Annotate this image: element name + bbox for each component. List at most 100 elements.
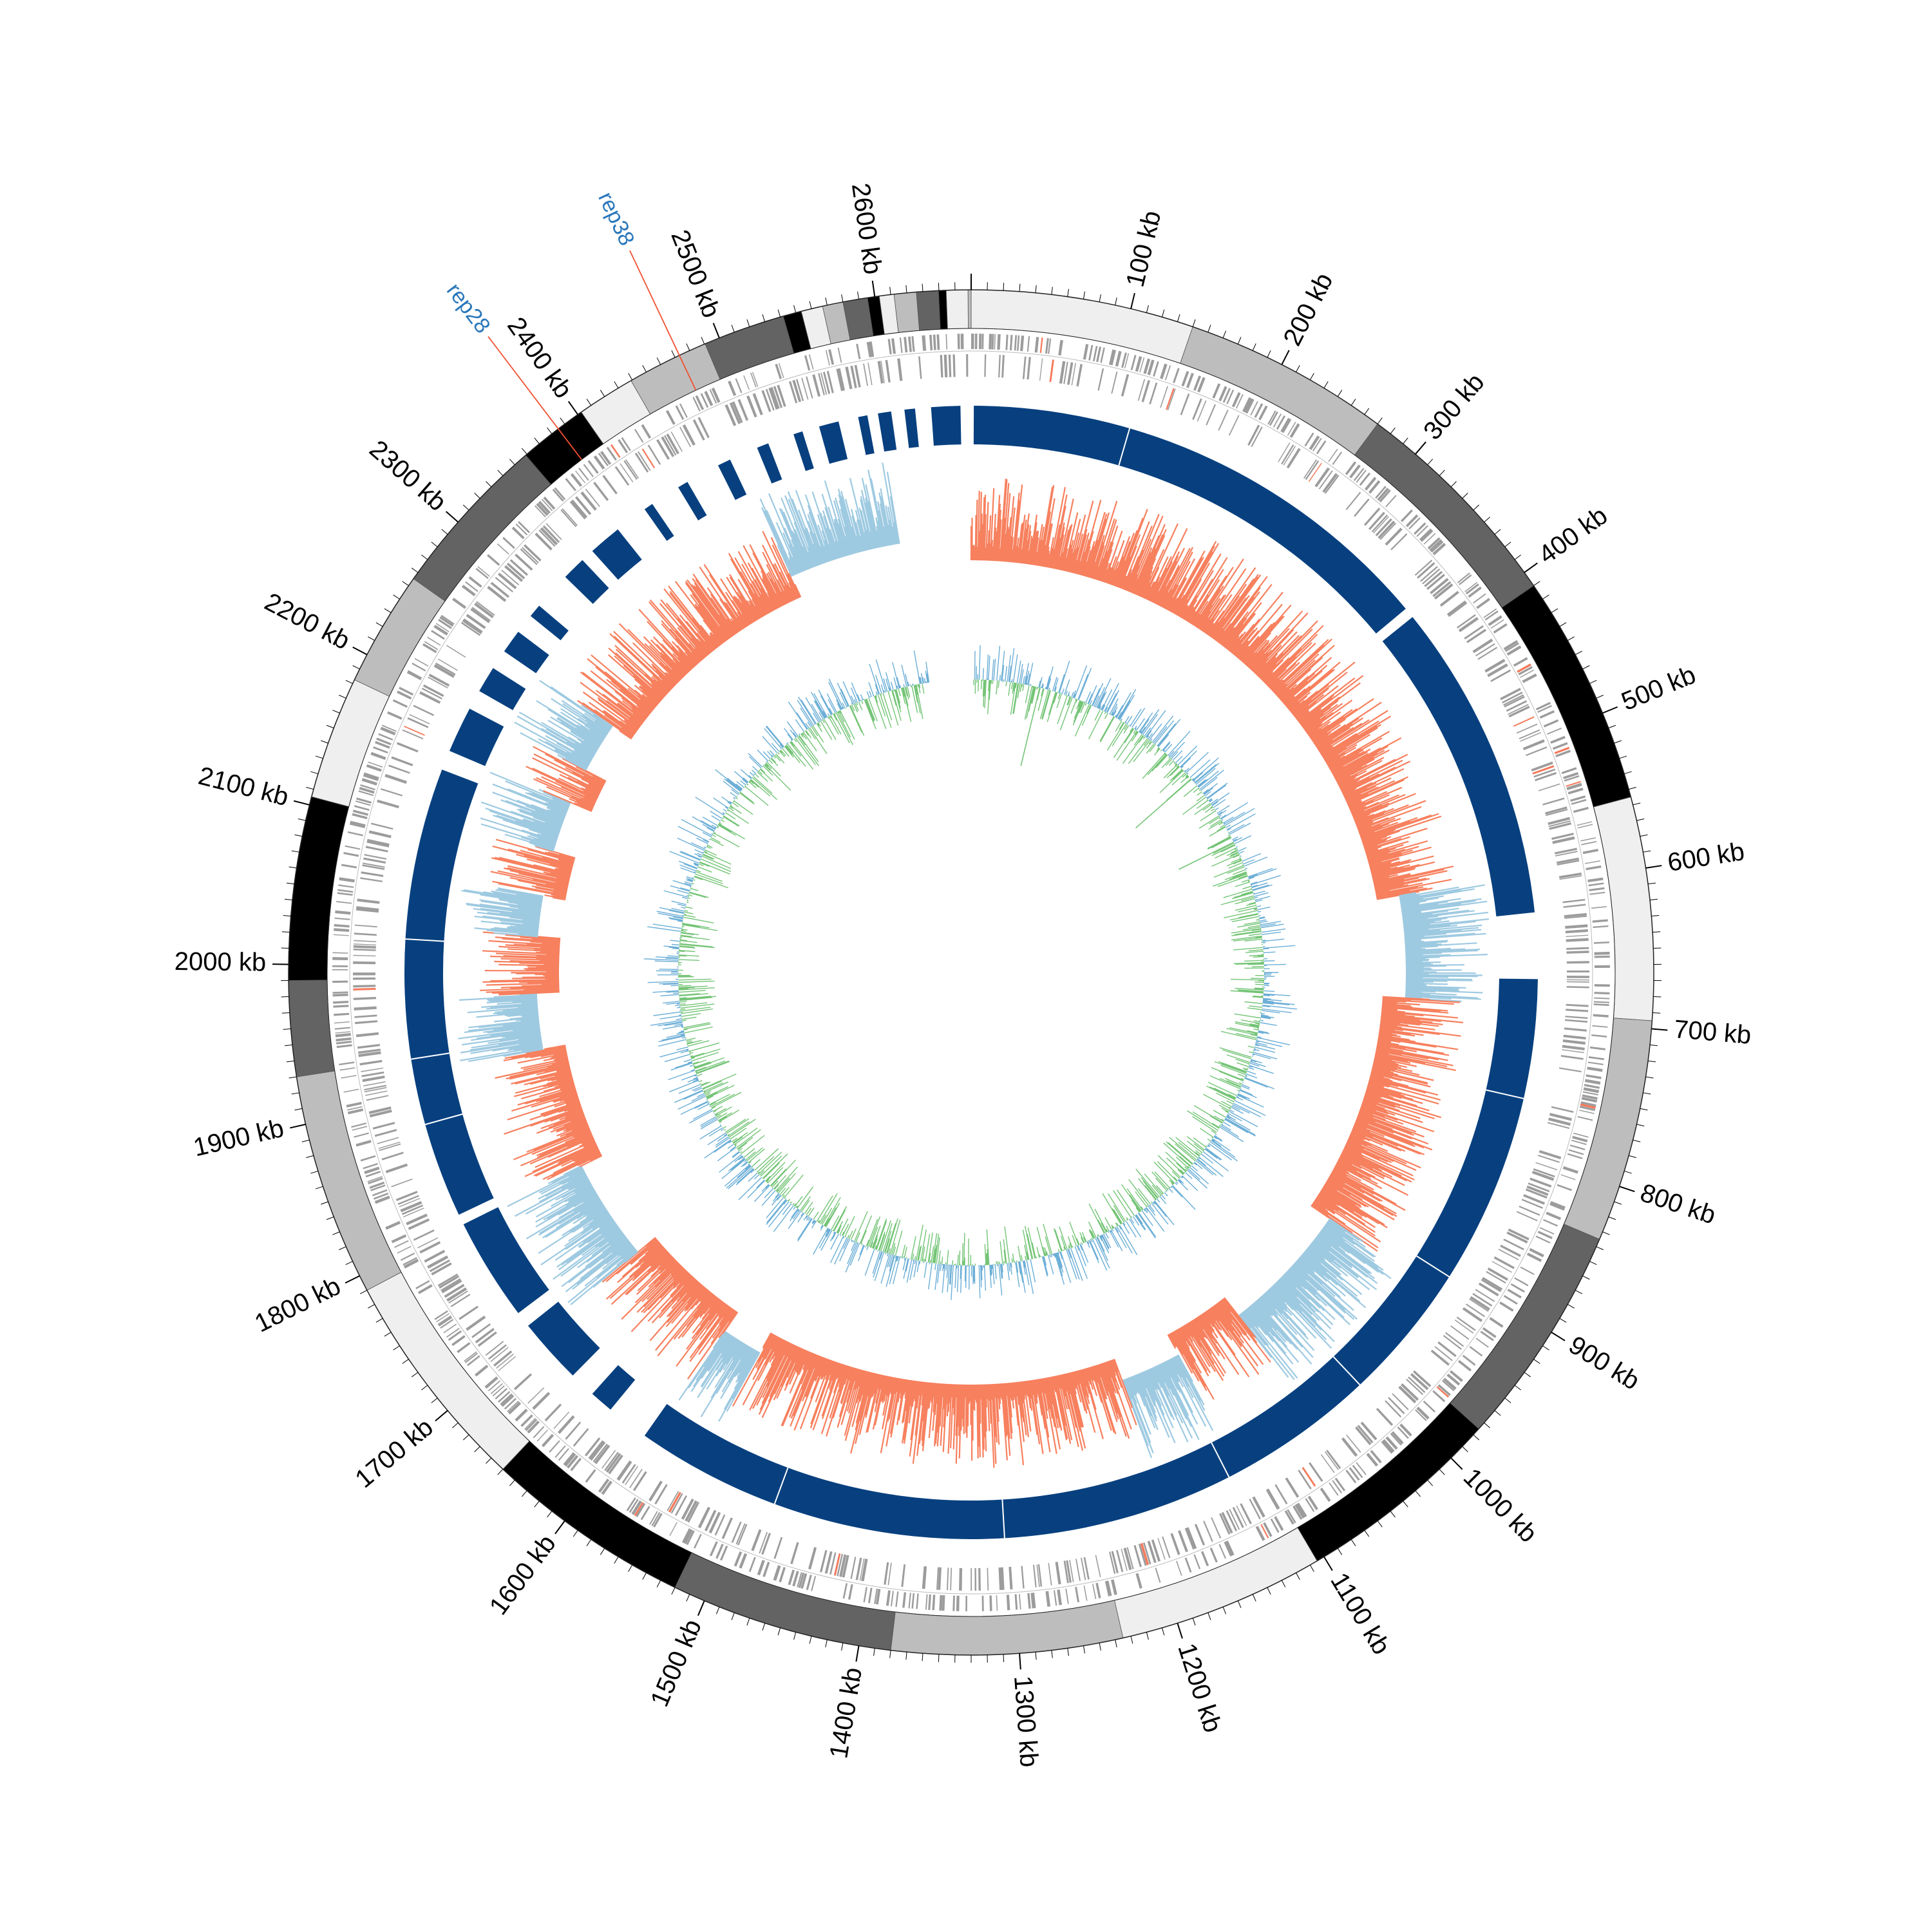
gc-bar-low [1296,1260,1323,1285]
feature-bar [728,381,737,396]
gc-bar-high [623,665,663,701]
feature-bar [1535,1235,1551,1244]
feature-bar [380,726,396,735]
feature-bar [1400,509,1413,522]
gc-bar-high [652,674,670,692]
gc-bar-high [844,1366,851,1385]
feature-bar [1139,357,1145,373]
skew-bar-positive [1189,759,1211,779]
feature-bar [429,1259,450,1273]
gc-bar-high [692,593,728,641]
skew-bar-positive [1124,715,1130,724]
gc-bar-high [1318,719,1370,753]
skew-bar-positive [1115,692,1132,719]
gc-bar-high [675,630,703,661]
gc-bar-high [672,1268,686,1282]
feature-bar [354,805,370,811]
gc-bar-high [1192,600,1209,625]
gc-bar-low [581,1213,611,1235]
gc-bar-high [976,1384,979,1459]
gc-bar-high [522,984,560,987]
gc-bar-low [509,925,539,930]
feature-bar [1014,1594,1018,1610]
gc-bar-high [1104,567,1112,583]
feature-bar [1503,1238,1524,1251]
gc-bar-low [735,1349,756,1383]
gc-bar-low [499,919,540,925]
skew-bar-negative [1253,1028,1259,1031]
gc-bar-high [1142,523,1179,599]
gc-bar-high [665,675,676,687]
feature-bar [1027,336,1030,352]
gc-bar-high [1356,800,1426,828]
minor-tick [291,850,299,853]
gc-bar-high [1361,1104,1388,1115]
gc-bar-high [788,1354,817,1418]
skew-bar-positive [1209,799,1213,802]
feature-bar [1021,1566,1025,1589]
major-tick [1415,441,1426,455]
gc-bar-high [1184,1324,1211,1368]
feature-bar [757,1560,765,1576]
gc-bar-high [594,709,634,737]
gc-bar-low [1262,1294,1276,1310]
gc-bar-high [1363,828,1428,849]
gc-bar-high [983,514,987,561]
gc-bar-high [764,1337,781,1365]
feature-bar [333,1001,349,1004]
gc-bar-high [579,1155,603,1168]
feature-bar [956,1595,960,1611]
gc-bar-high [889,1378,901,1434]
gc-bar-high [1309,728,1322,738]
gc-bar-high [1259,635,1302,679]
gc-bar-low [622,1247,636,1260]
gc-bar-low [529,842,554,851]
gc-bar-low [858,507,871,550]
gc-bar-low [1254,1301,1292,1345]
feature-bar [1413,1370,1432,1387]
gc-bar-high [855,1372,871,1431]
feature-bar [401,1204,424,1215]
feature-bar [354,933,377,936]
gc-bar-high [606,700,641,727]
gc-bar-low [838,494,857,554]
feature-bar [419,1241,441,1254]
gc-bar-low [1146,1370,1156,1390]
gc-bar-high [762,1332,773,1350]
feature-bar [471,607,491,621]
gc-bar-low [866,529,873,550]
gc-bar-high [1367,1084,1405,1097]
gc-bar-high [982,495,987,561]
gc-bar-high [1371,866,1398,875]
gc-bar-low [558,1170,585,1184]
gc-bar-high [1095,558,1104,580]
gc-bar-low [1403,920,1476,930]
gc-bar-low [608,1231,623,1243]
gc-bar-low [528,792,569,810]
gc-bar-high [1162,551,1193,609]
gc-bar-high [536,1066,571,1075]
gc-bar-high [712,1309,734,1339]
feature-bar [679,426,692,448]
gc-bar-high [657,680,670,693]
gc-bar-high [760,570,781,608]
gc-bar-high [738,615,747,628]
gc-bar-high [1247,635,1278,668]
gc-bar-high [1008,536,1012,562]
feature-bar [1009,334,1013,351]
skew-bar-positive [1154,720,1175,744]
gc-bar-high [1358,806,1422,831]
skew-bar-positive [1262,940,1266,942]
gc-bar-low [819,545,827,564]
skew-bar-negative [1175,762,1177,765]
gc-bar-high [1282,672,1316,703]
gc-bar-high [543,1082,574,1092]
feature-bar [715,1544,724,1559]
gc-bar-high [1083,540,1095,576]
feature-bar [989,1595,992,1611]
gc-bar-low [1405,987,1458,990]
gc-bar-low [529,828,558,840]
gc-bar-high [773,582,786,605]
gc-bar-high [1171,1332,1200,1382]
gc-bar-high [1256,653,1278,676]
